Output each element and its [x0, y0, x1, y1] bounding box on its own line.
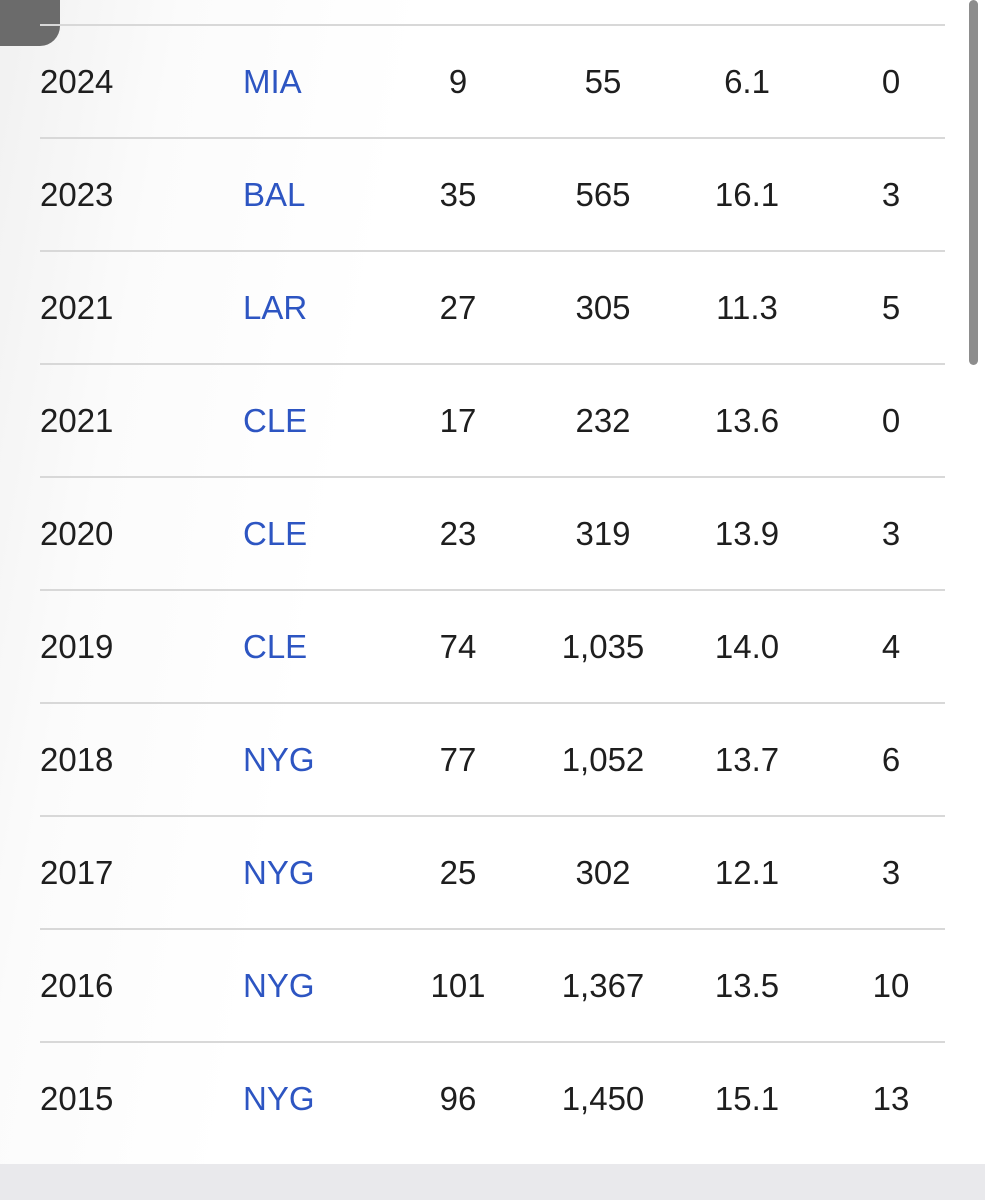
year-cell: 2017 — [40, 853, 114, 891]
row-divider — [40, 24, 945, 26]
team-cell[interactable]: MIA — [243, 62, 302, 100]
team-cell[interactable]: NYG — [243, 966, 315, 1004]
row-divider — [40, 815, 945, 817]
touchdowns-cell: 10 — [872, 966, 910, 1004]
year-cell: 2021 — [40, 401, 114, 439]
touchdowns-cell: 3 — [881, 853, 901, 891]
scrollbar[interactable] — [969, 0, 978, 365]
year-cell: 2016 — [40, 966, 114, 1004]
team-cell[interactable]: CLE — [243, 627, 308, 665]
receptions-cell: 35 — [439, 175, 477, 213]
team-cell[interactable]: CLE — [243, 401, 308, 439]
yards-cell: 55 — [584, 62, 622, 100]
touchdowns-cell: 4 — [881, 627, 901, 665]
average-cell: 13.7 — [714, 740, 780, 778]
touchdowns-cell: 3 — [881, 514, 901, 552]
touchdowns-cell: 3 — [881, 175, 901, 213]
header-corner — [0, 0, 60, 46]
row-divider — [40, 589, 945, 591]
receptions-cell: 9 — [448, 62, 468, 100]
average-cell: 12.1 — [714, 853, 780, 891]
average-cell: 13.6 — [714, 401, 780, 439]
yards-cell: 565 — [575, 175, 631, 213]
average-cell: 11.3 — [716, 288, 778, 326]
receptions-cell: 23 — [439, 514, 477, 552]
average-cell: 15.1 — [714, 1079, 780, 1117]
yards-cell: 1,052 — [561, 740, 645, 778]
team-cell[interactable]: NYG — [243, 740, 315, 778]
average-cell: 13.5 — [714, 966, 780, 1004]
team-cell[interactable]: BAL — [243, 175, 306, 213]
receptions-cell: 17 — [439, 401, 477, 439]
average-cell: 14.0 — [714, 627, 780, 665]
receptions-cell: 77 — [439, 740, 477, 778]
touchdowns-cell: 6 — [881, 740, 901, 778]
yards-cell: 319 — [575, 514, 631, 552]
row-divider — [40, 363, 945, 365]
row-divider — [40, 476, 945, 478]
row-divider — [40, 137, 945, 139]
year-cell: 2024 — [40, 62, 114, 100]
yards-cell: 302 — [575, 853, 631, 891]
receptions-cell: 27 — [439, 288, 477, 326]
year-cell: 2023 — [40, 175, 114, 213]
team-cell[interactable]: CLE — [243, 514, 308, 552]
row-divider — [40, 928, 945, 930]
touchdowns-cell: 5 — [881, 288, 901, 326]
team-cell[interactable]: NYG — [243, 853, 315, 891]
yards-cell: 232 — [575, 401, 631, 439]
average-cell: 6.1 — [724, 62, 770, 100]
year-cell: 2021 — [40, 288, 114, 326]
year-cell: 2020 — [40, 514, 114, 552]
year-cell: 2018 — [40, 740, 114, 778]
year-cell: 2019 — [40, 627, 114, 665]
average-cell: 13.9 — [714, 514, 780, 552]
yards-cell: 305 — [575, 288, 631, 326]
row-divider — [40, 250, 945, 252]
year-cell: 2015 — [40, 1079, 114, 1117]
team-cell[interactable]: LAR — [243, 288, 308, 326]
receptions-cell: 74 — [439, 627, 477, 665]
receptions-cell: 96 — [439, 1079, 477, 1117]
row-divider — [40, 702, 945, 704]
average-cell: 16.1 — [714, 175, 780, 213]
receptions-cell: 101 — [430, 966, 486, 1004]
yards-cell: 1,367 — [561, 966, 645, 1004]
row-divider — [40, 1041, 945, 1043]
touchdowns-cell: 0 — [881, 62, 901, 100]
touchdowns-cell: 0 — [881, 401, 901, 439]
footer-band — [0, 1164, 985, 1200]
receptions-cell: 25 — [439, 853, 477, 891]
touchdowns-cell: 13 — [872, 1079, 910, 1117]
yards-cell: 1,035 — [561, 627, 645, 665]
yards-cell: 1,450 — [561, 1079, 645, 1117]
team-cell[interactable]: NYG — [243, 1079, 315, 1117]
